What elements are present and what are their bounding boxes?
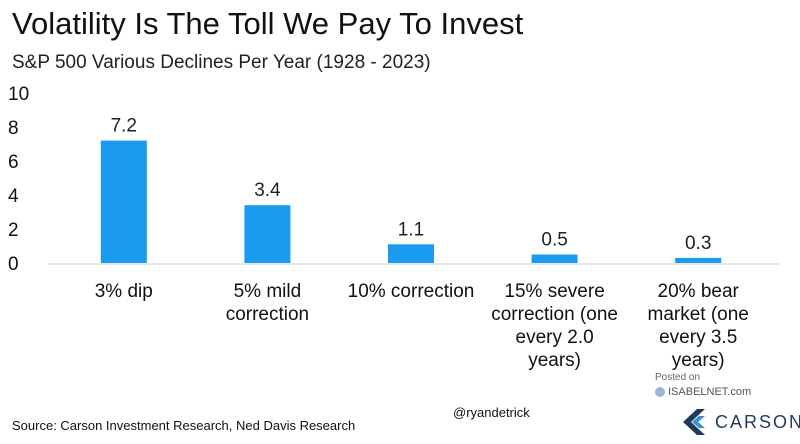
posted-site: ISABELNET.com bbox=[655, 386, 751, 398]
bar-value-label: 0.5 bbox=[541, 230, 567, 251]
y-tick-label: 2 bbox=[8, 220, 19, 241]
x-tick-label: 10% correction bbox=[348, 281, 475, 302]
bar bbox=[388, 244, 434, 263]
chart-subtitle: S&P 500 Various Declines Per Year (1928 … bbox=[12, 52, 431, 73]
y-tick-label: 4 bbox=[8, 186, 19, 207]
bar bbox=[100, 140, 147, 263]
x-tick-label: 5% mild correction bbox=[226, 281, 309, 325]
y-tick-label: 0 bbox=[8, 254, 19, 275]
y-tick-label: 8 bbox=[8, 118, 19, 139]
bar bbox=[244, 205, 291, 263]
bar bbox=[675, 257, 722, 263]
bar-value-label: 3.4 bbox=[254, 180, 281, 201]
x-tick-label: 15% severe correction (one every 2.0 years) bbox=[491, 281, 618, 371]
posted-site-label: ISABELNET.com bbox=[668, 386, 752, 398]
source-note: Source: Carson Investment Research, Ned … bbox=[12, 418, 356, 433]
carson-logo: CARSON bbox=[683, 408, 800, 436]
brand-name: CARSON bbox=[715, 411, 800, 432]
isabelnet-logo-icon bbox=[655, 387, 665, 398]
bar-value-label: 0.3 bbox=[685, 233, 711, 254]
y-tick-label: 6 bbox=[8, 152, 19, 173]
bar-value-label: 1.1 bbox=[398, 219, 424, 240]
x-tick-label: 3% dip bbox=[95, 281, 153, 302]
chart-title: Volatility Is The Toll We Pay To Invest bbox=[12, 6, 524, 41]
posted-on-label: Posted on bbox=[655, 372, 701, 383]
carson-mark-icon bbox=[683, 409, 705, 435]
posted-on-watermark: Posted on ISABELNET.com bbox=[655, 372, 775, 402]
x-tick-label: 20% bear market (one every 3.5 years) bbox=[648, 281, 749, 371]
y-tick-label: 10 bbox=[8, 84, 29, 105]
bar bbox=[531, 254, 578, 263]
author-handle: @ryandetrick bbox=[453, 405, 530, 420]
bar-value-label: 7.2 bbox=[111, 116, 137, 137]
